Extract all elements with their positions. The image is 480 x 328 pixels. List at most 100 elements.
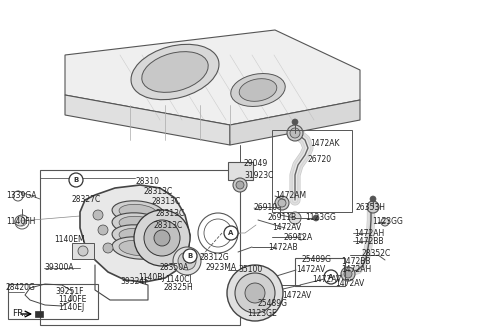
Text: 1339GA: 1339GA bbox=[6, 192, 36, 200]
Circle shape bbox=[69, 173, 83, 187]
Text: 1140FH: 1140FH bbox=[6, 217, 36, 227]
Text: 1472AH: 1472AH bbox=[354, 229, 384, 237]
Text: 39300A: 39300A bbox=[44, 263, 73, 273]
Circle shape bbox=[93, 210, 103, 220]
Text: 1472AV: 1472AV bbox=[335, 279, 364, 289]
Text: 1140BJ: 1140BJ bbox=[138, 273, 165, 281]
Text: 35100: 35100 bbox=[238, 265, 262, 275]
Ellipse shape bbox=[142, 51, 208, 92]
Circle shape bbox=[290, 128, 300, 138]
Text: 1123GG: 1123GG bbox=[305, 214, 336, 222]
Text: 28420G: 28420G bbox=[6, 283, 36, 293]
Circle shape bbox=[154, 230, 170, 246]
Text: 28313C: 28313C bbox=[153, 221, 182, 231]
Circle shape bbox=[183, 249, 197, 263]
Circle shape bbox=[370, 196, 376, 202]
Circle shape bbox=[313, 215, 319, 221]
Text: 1472BB: 1472BB bbox=[354, 236, 384, 245]
Ellipse shape bbox=[119, 240, 157, 256]
Ellipse shape bbox=[239, 79, 277, 101]
Text: 1140EJ: 1140EJ bbox=[58, 303, 84, 313]
Circle shape bbox=[344, 270, 352, 278]
Text: 39324F: 39324F bbox=[120, 277, 149, 286]
Circle shape bbox=[324, 270, 338, 284]
Circle shape bbox=[275, 196, 289, 210]
FancyBboxPatch shape bbox=[35, 311, 43, 317]
Polygon shape bbox=[230, 100, 360, 145]
Text: A: A bbox=[328, 274, 334, 280]
Circle shape bbox=[78, 246, 88, 256]
Text: 2923MA: 2923MA bbox=[206, 263, 237, 273]
Polygon shape bbox=[65, 95, 230, 145]
Text: 26910: 26910 bbox=[254, 203, 278, 213]
Ellipse shape bbox=[112, 213, 164, 235]
Text: 26353H: 26353H bbox=[355, 203, 385, 213]
Ellipse shape bbox=[119, 216, 157, 232]
Circle shape bbox=[292, 119, 298, 125]
Text: 1472AM: 1472AM bbox=[275, 192, 306, 200]
Circle shape bbox=[381, 218, 389, 226]
Circle shape bbox=[134, 210, 190, 266]
Circle shape bbox=[173, 247, 201, 275]
Text: 28352C: 28352C bbox=[361, 249, 390, 257]
Ellipse shape bbox=[119, 228, 157, 244]
Circle shape bbox=[235, 273, 275, 313]
Circle shape bbox=[287, 125, 303, 141]
Text: 1472BB: 1472BB bbox=[341, 256, 371, 265]
Circle shape bbox=[227, 265, 283, 321]
Text: 1140EM: 1140EM bbox=[54, 235, 84, 243]
Text: 25489G: 25489G bbox=[257, 298, 287, 308]
Text: B: B bbox=[73, 177, 79, 183]
Text: 1472AV: 1472AV bbox=[282, 292, 311, 300]
Text: 26911B: 26911B bbox=[268, 214, 297, 222]
Text: 39251F: 39251F bbox=[55, 286, 84, 296]
Text: 28313C: 28313C bbox=[143, 187, 172, 195]
Text: 1472AV: 1472AV bbox=[312, 276, 341, 284]
Text: A: A bbox=[228, 230, 234, 236]
Text: 25489G: 25489G bbox=[302, 256, 332, 264]
Ellipse shape bbox=[119, 204, 157, 220]
Text: 28310: 28310 bbox=[135, 176, 159, 186]
Text: FR.: FR. bbox=[12, 309, 26, 318]
Ellipse shape bbox=[112, 225, 164, 247]
Text: 1472AV: 1472AV bbox=[296, 265, 325, 275]
Text: 1472AV: 1472AV bbox=[272, 223, 301, 233]
Circle shape bbox=[103, 243, 113, 253]
Text: 1140FE: 1140FE bbox=[58, 296, 86, 304]
Ellipse shape bbox=[231, 73, 285, 107]
FancyBboxPatch shape bbox=[228, 162, 253, 180]
Circle shape bbox=[15, 216, 25, 226]
Text: B: B bbox=[187, 253, 192, 259]
Ellipse shape bbox=[131, 44, 219, 100]
Text: 28325H: 28325H bbox=[163, 283, 193, 293]
Circle shape bbox=[144, 220, 180, 256]
Circle shape bbox=[278, 199, 286, 207]
Circle shape bbox=[233, 178, 247, 192]
Text: 26912A: 26912A bbox=[284, 233, 313, 241]
Text: 1123GE: 1123GE bbox=[247, 309, 277, 318]
FancyBboxPatch shape bbox=[72, 243, 94, 259]
Text: 1140CJ: 1140CJ bbox=[165, 276, 192, 284]
Circle shape bbox=[289, 212, 301, 224]
Circle shape bbox=[98, 225, 108, 235]
Ellipse shape bbox=[112, 237, 164, 259]
Text: 1472AK: 1472AK bbox=[310, 138, 339, 148]
Text: 26720: 26720 bbox=[307, 155, 331, 165]
Text: 1472AB: 1472AB bbox=[268, 242, 298, 252]
Text: 28313C: 28313C bbox=[155, 210, 184, 218]
Circle shape bbox=[341, 267, 355, 281]
Circle shape bbox=[367, 201, 379, 213]
Text: 31923C: 31923C bbox=[244, 171, 274, 179]
Polygon shape bbox=[80, 185, 190, 282]
Text: 1472AH: 1472AH bbox=[341, 265, 371, 275]
Text: 29049: 29049 bbox=[244, 158, 268, 168]
Polygon shape bbox=[65, 30, 360, 125]
Circle shape bbox=[245, 283, 265, 303]
Text: 28313C: 28313C bbox=[151, 197, 180, 207]
Ellipse shape bbox=[112, 201, 164, 223]
Circle shape bbox=[236, 181, 244, 189]
Text: 1123GG: 1123GG bbox=[372, 217, 403, 227]
Text: 28350A: 28350A bbox=[160, 263, 190, 273]
Circle shape bbox=[178, 252, 196, 270]
Text: 28327C: 28327C bbox=[72, 195, 101, 203]
